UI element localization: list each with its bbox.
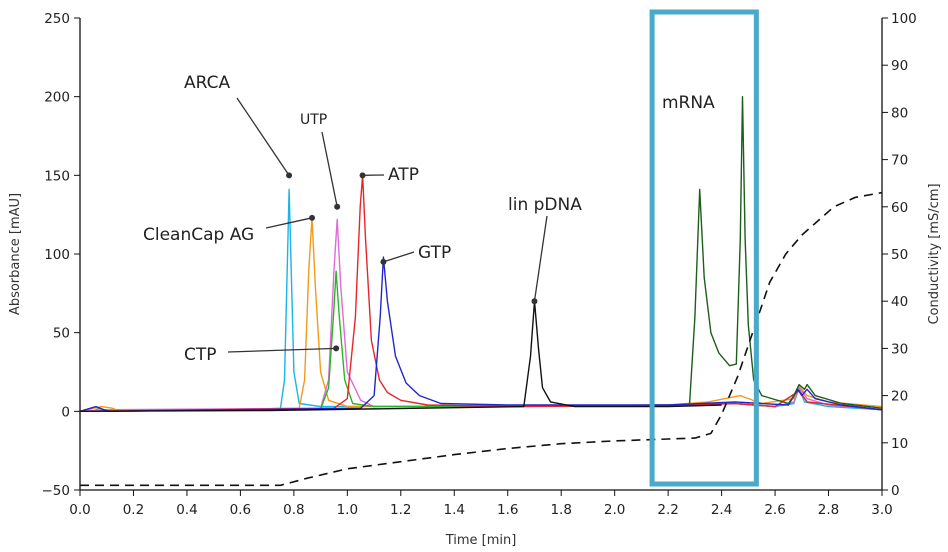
annotation-label-ctp: CTP xyxy=(184,345,217,365)
annotation-label-gtp: GTP xyxy=(418,243,451,263)
x-tick-label: 1.6 xyxy=(497,502,518,518)
annotation-dot-arca xyxy=(286,172,293,179)
y2-tick-label: 80 xyxy=(891,105,908,121)
series-line-gtp xyxy=(79,256,883,412)
annotation-leader-gtp xyxy=(383,251,415,263)
annotation-leader-utp xyxy=(321,131,338,207)
x-tick-label: 2.4 xyxy=(711,502,732,518)
ticks-layer: 0.0 0.2 0.4 0.6 0.8 1.0 1.2 1.4 1.6 1.8 2.0 2.2 2.4 2… xyxy=(42,11,917,518)
y2-axis-title: Conductivity [mS/cm] xyxy=(927,183,942,324)
series-line-utp xyxy=(79,218,883,412)
series-line-atp xyxy=(79,174,883,412)
x-tick-label: 0.0 xyxy=(69,502,90,518)
annotation-dot-ctp xyxy=(333,345,340,352)
series-line-arca xyxy=(80,188,883,412)
annotation-label-mrna: mRNA xyxy=(662,93,715,113)
y2-tick-label: 0 xyxy=(891,483,900,499)
y-tick-label: 50 xyxy=(53,326,70,342)
x-tick-label: 3.0 xyxy=(871,502,892,518)
annotation-label-utp: UTP xyxy=(300,112,327,128)
series-line-ctp xyxy=(79,270,883,412)
y-tick-label: 100 xyxy=(44,247,70,263)
y2-tick-label: 30 xyxy=(891,341,908,357)
x-tick-label: 1.0 xyxy=(337,502,358,518)
annotation-dot-atp xyxy=(359,172,366,179)
annotation-label-atp: ATP xyxy=(388,165,419,185)
annotation-leader-arca xyxy=(236,97,290,176)
annotation-label-arca: ARCA xyxy=(184,73,230,93)
y2-tick-label: 20 xyxy=(891,389,908,405)
annotation-dot-utp xyxy=(334,203,341,210)
annotation-label-lin-pdna: lin pDNA xyxy=(508,195,582,215)
y-tick-label: 200 xyxy=(44,90,70,106)
y-tick-label: 150 xyxy=(44,168,70,184)
y2-tick-label: 40 xyxy=(891,294,908,310)
y2-tick-label: 60 xyxy=(891,200,908,216)
y-tick-label: −50 xyxy=(42,483,71,499)
x-tick-label: 0.6 xyxy=(230,502,251,518)
annotation-dot-gtp xyxy=(380,258,387,265)
series-line-lin-pdna xyxy=(79,300,722,412)
mrna-highlight-box xyxy=(649,9,759,487)
y-tick-label: 0 xyxy=(61,404,70,420)
x-tick-label: 2.0 xyxy=(604,502,625,518)
x-tick-label: 2.8 xyxy=(818,502,839,518)
series-layer xyxy=(79,96,883,487)
y2-tick-label: 100 xyxy=(891,11,917,27)
x-tick-label: 0.2 xyxy=(123,502,144,518)
x-tick-label: 1.4 xyxy=(444,502,465,518)
annotation-leader-lin-pdna xyxy=(533,215,548,302)
x-tick-label: 1.8 xyxy=(550,502,571,518)
x-axis-title: Time [min] xyxy=(445,533,517,548)
annotation-dot-cleancap-ag xyxy=(309,214,316,221)
annotation-layer: ARCA UTP ATP CleanCap AG GTP lin pDNA CTP mRNA xyxy=(143,73,715,365)
annotation-leader-cleancap-ag xyxy=(265,217,313,229)
annotation-label-cleancap-ag: CleanCap AG xyxy=(143,225,254,245)
x-tick-label: 2.2 xyxy=(657,502,678,518)
y-axis-title: Absorbance [mAU] xyxy=(8,193,23,315)
annotation-dot-lin-pdna xyxy=(531,298,538,305)
y2-tick-label: 10 xyxy=(891,436,908,452)
y-tick-label: 250 xyxy=(44,11,70,27)
x-tick-label: 0.4 xyxy=(176,502,197,518)
x-tick-label: 1.2 xyxy=(390,502,411,518)
series-line-mrna xyxy=(688,96,883,409)
y2-tick-label: 70 xyxy=(891,153,908,169)
annotation-leader-ctp xyxy=(227,347,337,353)
y2-tick-label: 90 xyxy=(891,58,908,74)
x-tick-label: 2.6 xyxy=(764,502,785,518)
y2-tick-label: 50 xyxy=(891,247,908,263)
x-tick-label: 0.8 xyxy=(283,502,304,518)
series-line-cleancap-ag xyxy=(79,217,883,412)
